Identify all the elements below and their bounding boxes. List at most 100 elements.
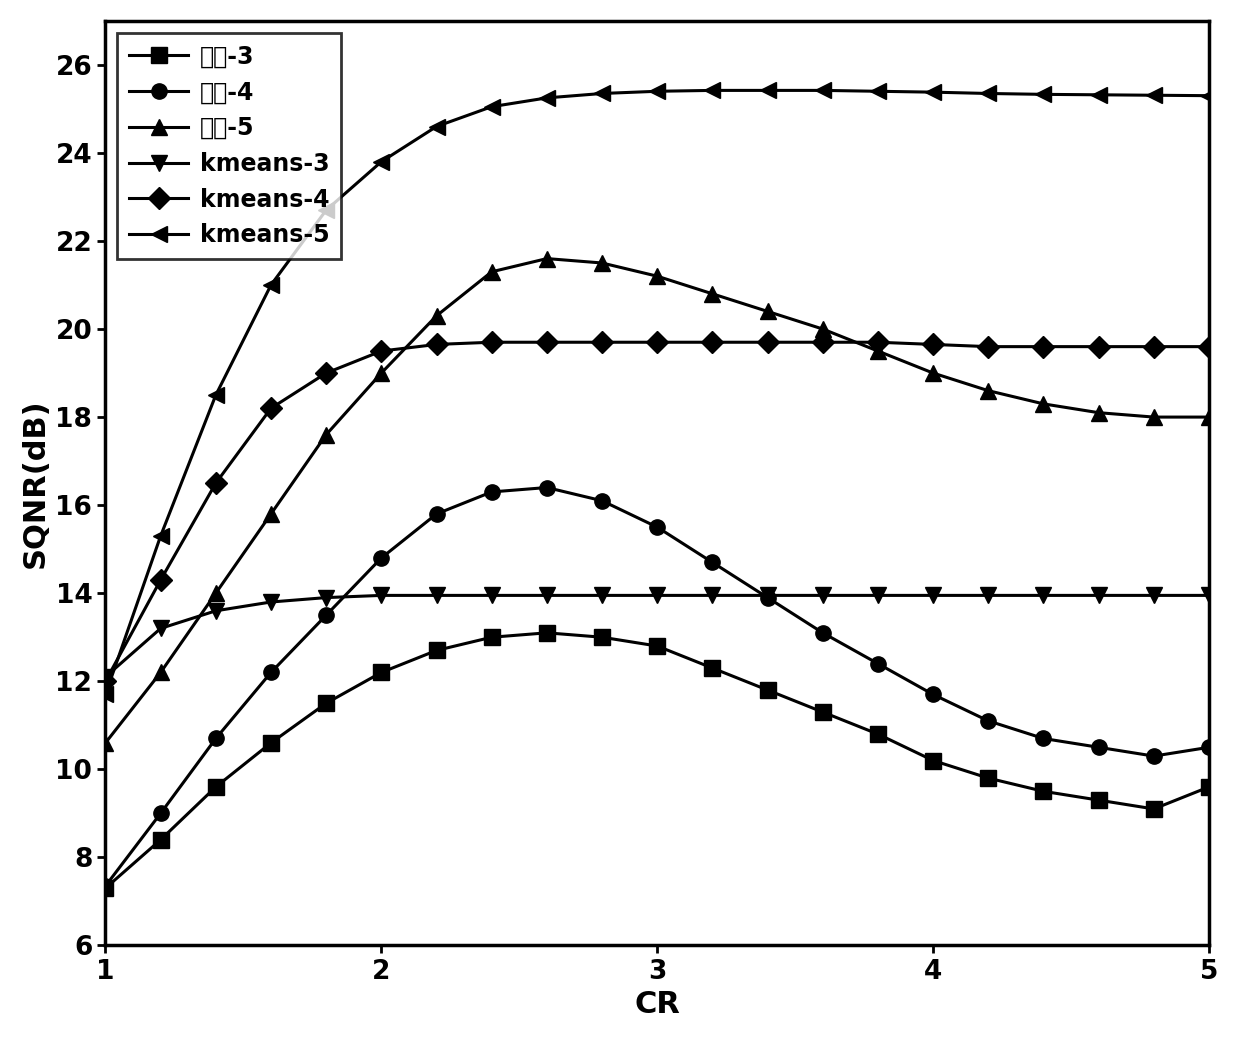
kmeans-5 bbox=[98, 688, 113, 701]
kmeans-5 bbox=[539, 92, 554, 104]
均匀-5 bbox=[1146, 411, 1161, 423]
均匀-4 bbox=[429, 508, 444, 520]
均匀-5 bbox=[374, 367, 389, 380]
kmeans-3 bbox=[484, 589, 499, 601]
均匀-4 bbox=[539, 482, 554, 494]
kmeans-4 bbox=[429, 338, 444, 350]
均匀-3 bbox=[374, 667, 389, 679]
均匀-5 bbox=[1036, 397, 1051, 410]
均匀-3 bbox=[595, 631, 610, 644]
kmeans-5 bbox=[595, 87, 610, 100]
kmeans-3 bbox=[815, 589, 830, 601]
kmeans-3 bbox=[318, 592, 333, 604]
kmeans-4 bbox=[705, 336, 720, 348]
均匀-3 bbox=[815, 706, 830, 719]
均匀-3 bbox=[429, 644, 444, 656]
均匀-5 bbox=[761, 305, 776, 317]
kmeans-5 bbox=[484, 101, 499, 113]
kmeans-3 bbox=[981, 589, 996, 601]
均匀-4 bbox=[926, 688, 940, 701]
均匀-5 bbox=[208, 587, 223, 599]
均匀-4 bbox=[815, 626, 830, 639]
kmeans-3 bbox=[926, 589, 940, 601]
Line: 均匀-3: 均匀-3 bbox=[98, 625, 1217, 895]
均匀-4 bbox=[1036, 732, 1051, 745]
kmeans-5 bbox=[981, 87, 996, 100]
kmeans-5 bbox=[761, 84, 776, 97]
均匀-3 bbox=[1036, 785, 1051, 798]
均匀-3 bbox=[484, 631, 499, 644]
kmeans-3 bbox=[374, 589, 389, 601]
X-axis label: CR: CR bbox=[634, 990, 680, 1019]
均匀-5 bbox=[815, 322, 830, 335]
均匀-5 bbox=[649, 270, 664, 283]
均匀-3 bbox=[871, 728, 886, 740]
均匀-3 bbox=[154, 833, 169, 846]
Line: 均匀-4: 均匀-4 bbox=[98, 479, 1217, 893]
Line: kmeans-3: kmeans-3 bbox=[98, 588, 1217, 684]
kmeans-3 bbox=[595, 589, 610, 601]
kmeans-3 bbox=[649, 589, 664, 601]
kmeans-4 bbox=[1036, 340, 1051, 353]
均匀-4 bbox=[595, 494, 610, 506]
均匀-5 bbox=[429, 310, 444, 322]
kmeans-5 bbox=[815, 84, 830, 97]
均匀-3 bbox=[649, 640, 664, 652]
均匀-5 bbox=[539, 253, 554, 265]
kmeans-4 bbox=[98, 675, 113, 687]
kmeans-4 bbox=[871, 336, 886, 348]
kmeans-5 bbox=[374, 156, 389, 168]
均匀-3 bbox=[1202, 781, 1217, 794]
均匀-3 bbox=[761, 684, 776, 697]
kmeans-4 bbox=[264, 402, 279, 415]
均匀-4 bbox=[1092, 742, 1106, 754]
kmeans-3 bbox=[871, 589, 886, 601]
均匀-5 bbox=[1202, 411, 1217, 423]
均匀-4 bbox=[705, 556, 720, 569]
kmeans-4 bbox=[1202, 340, 1217, 353]
kmeans-3 bbox=[154, 622, 169, 634]
均匀-3 bbox=[98, 882, 113, 894]
均匀-5 bbox=[871, 345, 886, 358]
kmeans-5 bbox=[705, 84, 720, 97]
均匀-5 bbox=[484, 265, 499, 278]
均匀-3 bbox=[1146, 803, 1161, 815]
kmeans-5 bbox=[264, 279, 279, 291]
均匀-3 bbox=[208, 781, 223, 794]
Line: 均匀-5: 均匀-5 bbox=[98, 251, 1217, 751]
kmeans-3 bbox=[1146, 589, 1161, 601]
kmeans-3 bbox=[208, 604, 223, 617]
均匀-5 bbox=[926, 367, 940, 380]
kmeans-3 bbox=[1202, 589, 1217, 601]
kmeans-3 bbox=[429, 589, 444, 601]
kmeans-4 bbox=[154, 574, 169, 587]
kmeans-3 bbox=[705, 589, 720, 601]
均匀-3 bbox=[1092, 794, 1106, 806]
均匀-5 bbox=[154, 667, 169, 679]
均匀-4 bbox=[484, 486, 499, 498]
kmeans-3 bbox=[761, 589, 776, 601]
kmeans-4 bbox=[761, 336, 776, 348]
kmeans-3 bbox=[98, 671, 113, 683]
均匀-4 bbox=[1202, 742, 1217, 754]
kmeans-3 bbox=[1092, 589, 1106, 601]
kmeans-4 bbox=[208, 477, 223, 490]
kmeans-4 bbox=[374, 345, 389, 358]
均匀-5 bbox=[318, 428, 333, 441]
均匀-4 bbox=[981, 714, 996, 727]
均匀-5 bbox=[705, 288, 720, 301]
kmeans-5 bbox=[1092, 88, 1106, 101]
kmeans-4 bbox=[484, 336, 499, 348]
kmeans-4 bbox=[815, 336, 830, 348]
均匀-4 bbox=[1146, 750, 1161, 762]
kmeans-5 bbox=[926, 86, 940, 99]
Y-axis label: SQNR(dB): SQNR(dB) bbox=[21, 398, 50, 568]
kmeans-4 bbox=[981, 340, 996, 353]
kmeans-4 bbox=[1092, 340, 1106, 353]
均匀-4 bbox=[208, 732, 223, 745]
均匀-4 bbox=[98, 880, 113, 892]
kmeans-4 bbox=[926, 338, 940, 350]
kmeans-5 bbox=[154, 529, 169, 542]
均匀-4 bbox=[154, 807, 169, 820]
kmeans-4 bbox=[649, 336, 664, 348]
